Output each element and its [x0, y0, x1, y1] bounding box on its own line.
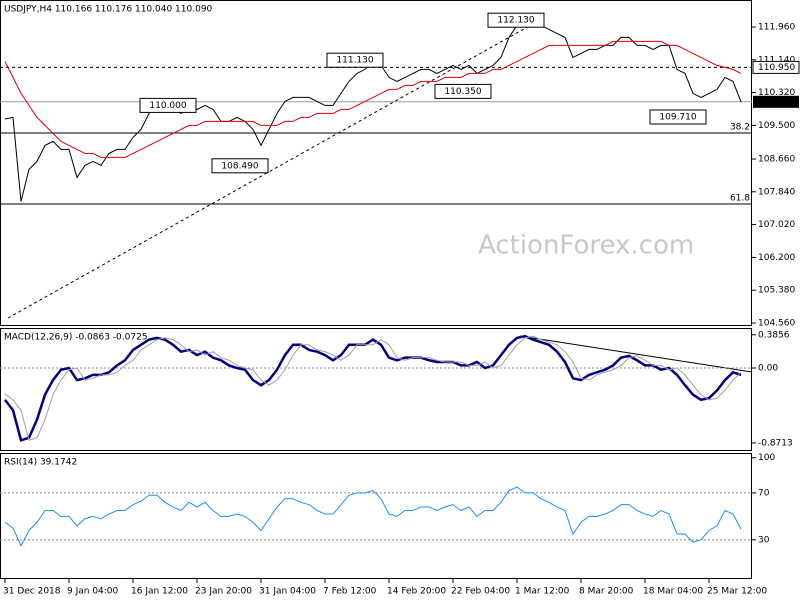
x-tick-label: 9 Jan 04:00 [67, 587, 119, 597]
series-line [4, 334, 742, 442]
annotation-label: 111.130 [336, 56, 373, 66]
x-tick-label: 1 Mar 12:00 [515, 587, 570, 597]
x-tick-label: 7 Feb 12:00 [323, 587, 377, 597]
x-tick-label: 25 Mar 12:00 [707, 587, 767, 597]
annotation-box [326, 52, 384, 68]
y-tick-label: 111.960 [758, 23, 795, 33]
annotation-label: 110.350 [444, 87, 481, 97]
y-tick-label: 106.200 [758, 253, 795, 263]
price-panel [0, 0, 752, 326]
panel-title: RSI(14) 39.1742 [4, 458, 77, 468]
y-tick-label: 104.560 [758, 319, 795, 329]
panel-title: USDJPY,H4 110.166 110.176 110.040 110.09… [4, 5, 213, 15]
x-tick-label: 22 Feb 04:00 [451, 587, 510, 597]
annotation-box [434, 83, 492, 99]
annotation-label: 112.130 [497, 16, 534, 26]
annotation-label: 108.490 [221, 161, 258, 171]
annotation-box [139, 97, 197, 113]
y-tick-label: 107.020 [758, 220, 795, 230]
x-tick-label: 14 Feb 20:00 [387, 587, 446, 597]
y-tick-label: 111.140 [758, 55, 795, 65]
divergence-line [519, 335, 753, 373]
y-tick-label: 108.660 [758, 155, 795, 165]
watermark: ActionForex.com [478, 231, 694, 261]
macd-panel [0, 328, 752, 451]
x-tick-label: 31 Jan 04:00 [259, 587, 316, 597]
x-tick-label: 23 Jan 20:00 [195, 587, 252, 597]
annotation-box [211, 158, 269, 174]
resistance-label: 110.950 [758, 63, 795, 73]
y-tick-label: -0.8713 [758, 438, 793, 448]
y-tick-label: 109.500 [758, 121, 795, 131]
y-tick-label: 30 [758, 535, 770, 545]
series-line [4, 335, 742, 441]
annotation-box [487, 12, 545, 28]
y-tick-label: 105.380 [758, 286, 795, 296]
series-line [4, 40, 742, 158]
y-tick-label: 0.00 [758, 364, 778, 374]
x-tick-label: 8 Mar 20:00 [579, 587, 634, 597]
panel-title: MACD(12,26,9) -0.0863 -0.0725 [4, 333, 148, 343]
x-tick-label: 31 Dec 2018 [3, 587, 61, 597]
y-tick-label: 0.3856 [758, 330, 790, 340]
rsi-panel [0, 453, 752, 579]
fib-label: 61.8 [730, 194, 750, 204]
y-tick-label: 107.840 [758, 187, 795, 197]
fib-label: 38.2 [730, 123, 750, 133]
annotation-box [649, 109, 707, 125]
series-line [4, 486, 742, 547]
resistance-box [752, 60, 800, 74]
annotation-label: 109.710 [659, 113, 696, 123]
annotation-label: 110.000 [149, 101, 186, 111]
x-tick-label: 18 Mar 04:00 [643, 587, 703, 597]
y-tick-label: 70 [758, 488, 770, 498]
y-tick-label: 110.320 [758, 88, 795, 98]
x-tick-label: 16 Jan 12:00 [131, 587, 188, 597]
last-price-label: 110.090 [758, 97, 795, 107]
y-tick-label: 100 [758, 453, 775, 463]
last-price-box [753, 95, 799, 108]
